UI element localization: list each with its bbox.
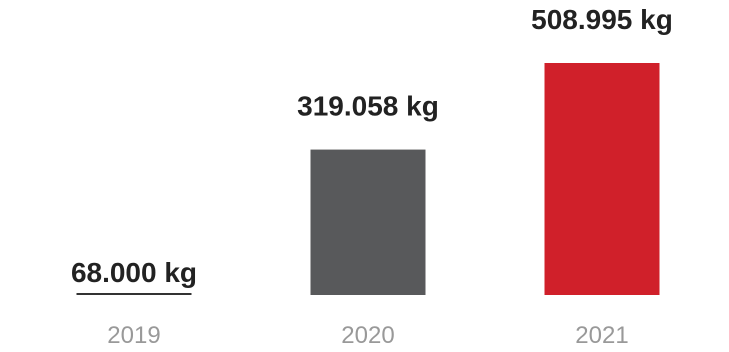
category-label-2020: 2020 (341, 322, 394, 349)
value-label-2021: 508.995 kg (531, 4, 673, 35)
value-label-2020: 319.058 kg (297, 91, 439, 122)
category-label-2019: 2019 (107, 322, 160, 349)
bar-2020 (310, 149, 426, 295)
bar-2021 (544, 63, 660, 295)
value-label-2019: 68.000 kg (71, 257, 197, 288)
bar-2019 (76, 293, 192, 295)
category-label-2021: 2021 (575, 322, 628, 349)
